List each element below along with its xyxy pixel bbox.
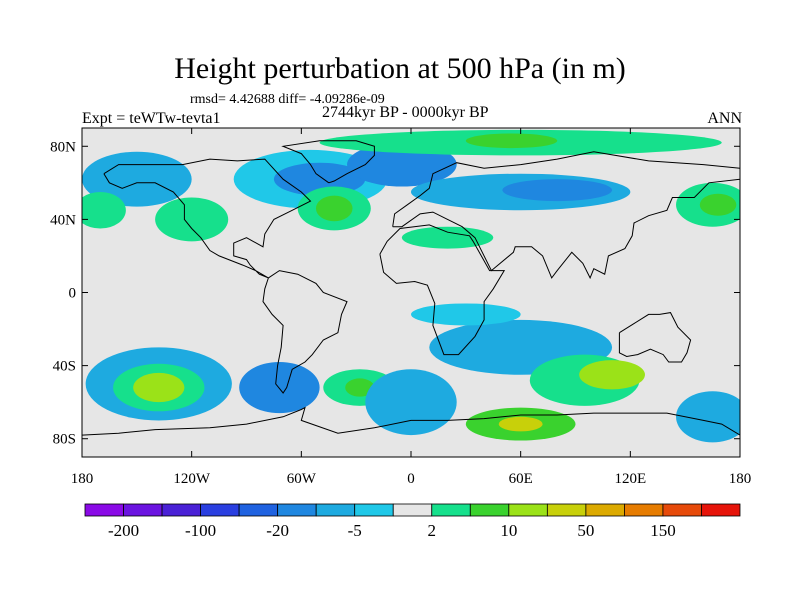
colorbar: -200 -100 -20 -5 2 10 50 150 — [84, 503, 741, 540]
greenland-outline — [281, 140, 375, 184]
y-tick-label: 0 — [69, 286, 77, 302]
colorbar-swatch — [161, 503, 201, 517]
season-label: ANN — [707, 110, 742, 127]
y-tick-label: 80N — [50, 139, 76, 155]
x-tick-label: 180 — [729, 471, 752, 487]
colorbar-swatch — [585, 503, 625, 517]
colorbar-label: 2 — [428, 521, 437, 540]
anomaly-south-pacific-positive-core — [133, 372, 185, 403]
anomaly-w-atlantic-positive-core — [315, 195, 353, 222]
colorbar-swatch — [277, 503, 317, 517]
anomaly-north-africa-positive — [401, 226, 494, 249]
colorbar-swatch — [392, 503, 433, 517]
antarctica-outline — [82, 406, 740, 436]
y-tick-label: 80S — [53, 432, 76, 448]
anomaly-antarctic-positive-core — [498, 416, 543, 432]
rmsd-diff-stats: rmsd= 4.42688 diff= -4.09286e-09 — [190, 92, 385, 107]
colorbar-label: 10 — [500, 521, 517, 540]
x-tick-label: 60W — [287, 471, 317, 487]
land-outlines — [82, 140, 740, 436]
colorbar-swatch — [354, 503, 394, 517]
anomaly-pacific-negative — [82, 151, 192, 207]
colorbar-swatch — [508, 503, 548, 517]
colorbar-swatch — [431, 503, 471, 517]
eurasia-outline — [392, 151, 740, 280]
north-america-outline — [103, 158, 312, 279]
anomaly-eurasia-negative-core — [502, 179, 613, 202]
anomaly-far-east-positive-core — [699, 193, 737, 216]
africa-outline — [379, 224, 506, 356]
colorbar-swatch — [315, 503, 356, 517]
anomaly-australia-positive-core — [579, 360, 645, 390]
south-america-outline — [262, 270, 348, 394]
x-tick-label: 120E — [614, 471, 646, 487]
anomaly-arctic-positive-core — [465, 133, 558, 149]
period-label: 2744kyr BP - 0000kyr BP — [322, 104, 489, 121]
colorbar-swatch — [200, 503, 240, 517]
y-tick-label: 40S — [53, 359, 76, 375]
colorbar-label: 50 — [577, 521, 594, 540]
anomaly-west-pacific-positive — [82, 191, 126, 229]
map-title: Height perturbation at 500 hPa (in m) — [174, 52, 626, 85]
x-tick-label: 0 — [407, 471, 415, 487]
colorbar-swatch — [84, 503, 124, 517]
anomaly-south-atlantic-negative — [365, 369, 457, 436]
colorbar-label: -200 — [108, 521, 139, 540]
x-tick-label: 180 — [71, 471, 94, 487]
colorbar-swatch — [624, 503, 664, 517]
y-tick-label: 40N — [50, 212, 76, 228]
anomaly-pacific-sector-negative — [676, 391, 740, 443]
anomaly-tropical-atlantic-negative — [411, 303, 521, 326]
anomaly-field — [82, 129, 740, 443]
anomaly-south-atlantic-positive-core — [345, 378, 375, 397]
colorbar-swatch — [701, 503, 741, 517]
map-axes: 180 120W 60W 0 60E 120E 180 80N 40N 0 40S 80S — [50, 128, 751, 487]
colorbar-label: -20 — [266, 521, 289, 540]
colorbar-swatch — [662, 503, 702, 517]
experiment-label: Expt = teWTw-tevta1 — [82, 110, 221, 127]
colorbar-swatch — [238, 503, 279, 517]
colorbar-label: -100 — [185, 521, 216, 540]
colorbar-label: -5 — [348, 521, 362, 540]
x-tick-label: 120W — [173, 471, 211, 487]
x-tick-label: 60E — [509, 471, 533, 487]
anomaly-n-pacific-positive — [155, 197, 229, 242]
australia-outline — [618, 312, 692, 363]
colorbar-label: 150 — [650, 521, 676, 540]
anomaly-south-america-negative — [239, 361, 320, 414]
colorbar-swatch — [546, 503, 587, 517]
colorbar-swatch — [469, 503, 510, 517]
colorbar-swatch — [123, 503, 163, 517]
